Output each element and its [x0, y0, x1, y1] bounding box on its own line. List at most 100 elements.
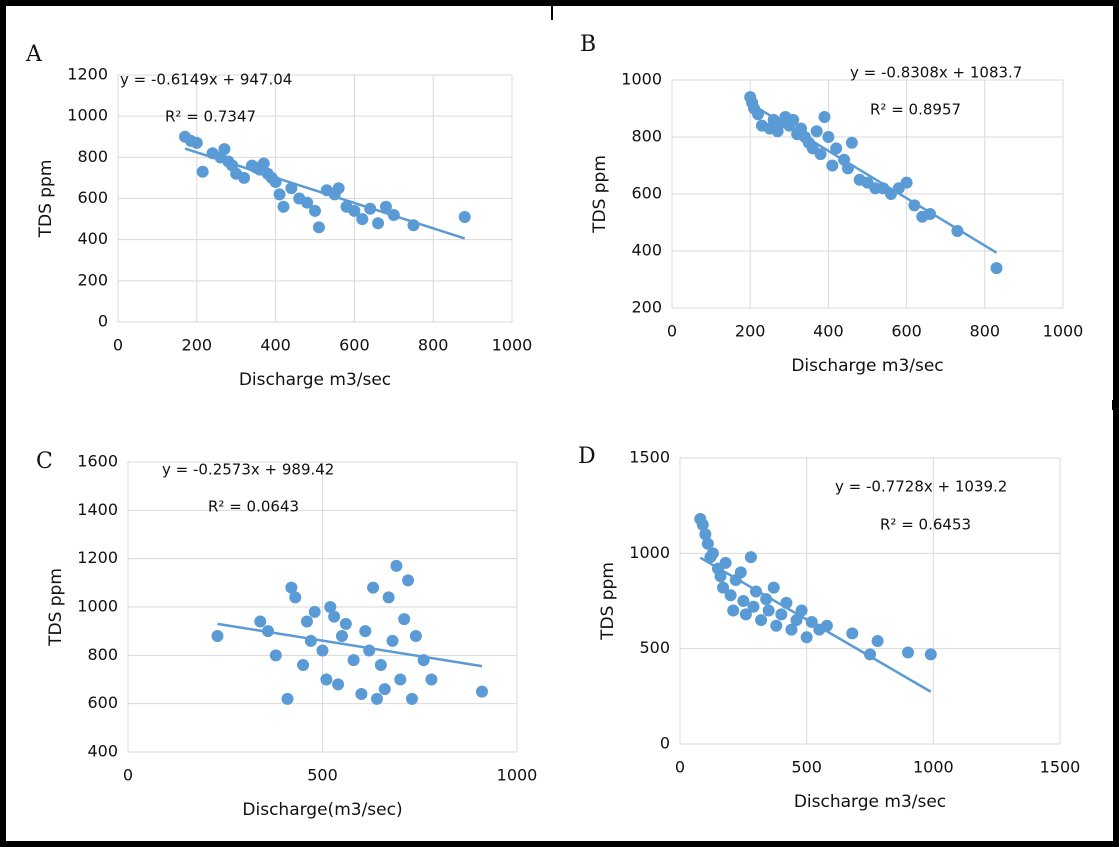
point: [394, 673, 407, 686]
panel-label: B: [580, 32, 596, 57]
x-axis-title: Discharge m3/sec: [239, 370, 391, 390]
x-tick-label: 1500: [1040, 758, 1081, 777]
point: [355, 688, 368, 700]
point: [706, 547, 719, 560]
x-tick-label: 1000: [497, 766, 538, 785]
trendline: [749, 102, 998, 254]
y-tick-label: 600: [631, 184, 662, 203]
point: [238, 171, 251, 184]
point: [356, 213, 369, 226]
x-axis-title: Discharge(m3/sec): [242, 800, 402, 820]
point: [320, 673, 333, 686]
point: [374, 659, 387, 671]
x-tick-label: 600: [891, 322, 922, 341]
point: [300, 615, 313, 628]
x-tick-label: 0: [113, 336, 123, 355]
point: [800, 631, 813, 644]
x-tick-label: 1000: [913, 758, 954, 777]
trendline: [184, 147, 466, 240]
point: [770, 619, 783, 632]
point: [717, 581, 730, 594]
point: [312, 221, 325, 234]
point: [332, 182, 345, 195]
point: [724, 589, 737, 602]
x-tick-label: 200: [182, 336, 213, 355]
y-tick-label: 800: [631, 127, 662, 146]
point: [335, 630, 348, 642]
point: [744, 551, 757, 564]
point: [826, 159, 839, 172]
point: [775, 608, 788, 621]
x-tick-label: 400: [813, 322, 844, 341]
point: [348, 204, 361, 217]
point: [846, 627, 859, 640]
point: [218, 143, 231, 156]
point: [902, 646, 914, 659]
y-axis-title: TDS ppm: [46, 568, 66, 647]
point: [190, 136, 203, 149]
y-tick-label: 1400: [77, 500, 118, 519]
y-axis-title: TDS ppm: [598, 562, 618, 641]
x-tick-label: 0: [675, 758, 685, 777]
point: [347, 654, 360, 667]
y-tick-label: 800: [77, 147, 108, 166]
point: [830, 142, 843, 155]
point: [814, 148, 827, 161]
point: [281, 692, 294, 705]
point: [767, 581, 780, 594]
y-tick-label: 1000: [621, 70, 662, 89]
point: [924, 648, 937, 661]
trendline: [217, 622, 483, 668]
y-tick-label: 1000: [67, 106, 108, 125]
y-tick-label: 0: [98, 312, 108, 331]
y-tick-label: 400: [87, 742, 118, 761]
point: [390, 559, 403, 572]
point: [785, 623, 798, 636]
point: [696, 518, 709, 531]
panel-label: D: [578, 444, 596, 469]
point: [475, 685, 488, 698]
point: [755, 614, 768, 627]
y-tick-label: 200: [77, 270, 108, 289]
trendline: [699, 556, 932, 693]
y-tick-label: 400: [631, 241, 662, 260]
point: [900, 176, 913, 189]
point: [398, 613, 411, 626]
y-tick-label: 400: [77, 229, 108, 248]
y-tick-label: 1000: [77, 597, 118, 616]
point: [370, 692, 383, 705]
x-axis-title: Discharge m3/sec: [791, 356, 943, 376]
y-tick-label: 500: [639, 638, 670, 657]
point: [297, 659, 310, 671]
y-tick-label: 0: [660, 734, 670, 753]
x-tick-label: 400: [260, 336, 291, 355]
y-axis-title: TDS ppm: [36, 160, 56, 239]
y-tick-label: 800: [87, 645, 118, 664]
point: [289, 591, 302, 604]
point: [737, 595, 750, 607]
point: [739, 608, 752, 621]
panel-label: C: [36, 449, 53, 474]
point: [701, 537, 714, 550]
x-tick-label: 1000: [492, 336, 533, 355]
y-tick-label: 1000: [629, 543, 670, 562]
point: [324, 601, 337, 613]
r-squared: R² = 0.0643: [208, 498, 299, 516]
x-tick-label: 1000: [1043, 322, 1084, 341]
point: [285, 182, 298, 195]
point: [328, 610, 341, 623]
point: [818, 111, 831, 124]
y-tick-label: 600: [77, 188, 108, 207]
point: [734, 566, 747, 579]
point: [386, 634, 399, 647]
point: [405, 692, 418, 705]
point: [762, 604, 775, 617]
r-squared: R² = 0.8957: [870, 101, 961, 119]
point: [458, 211, 471, 224]
y-tick-label: 1600: [77, 452, 118, 471]
point: [308, 605, 321, 618]
point: [727, 604, 740, 617]
y-axis-title: TDS ppm: [590, 155, 610, 234]
